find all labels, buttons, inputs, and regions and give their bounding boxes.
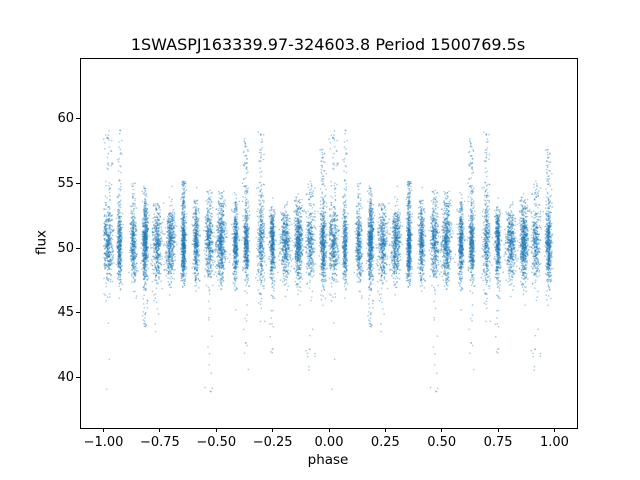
x-tick-mark (441, 428, 443, 432)
y-tick-mark (76, 118, 80, 120)
plot-area: −1.00 −0.75 −0.50 −0.25 0.00 0.25 0.50 0.75 1.00… (57, 58, 578, 450)
x-tick-mark (328, 428, 330, 432)
x-tick-label: 0.50 (427, 435, 457, 450)
x-tick-label: −0.75 (139, 435, 180, 450)
y-tick-label: 55 (57, 175, 74, 191)
x-tick-mark (553, 428, 555, 432)
x-tick-mark (497, 428, 499, 432)
x-tick-label: 0.75 (483, 435, 513, 450)
y-tick-mark (76, 247, 80, 249)
x-tick-mark (384, 428, 386, 432)
y-tick-label: 60 (57, 111, 74, 127)
x-tick-label: 1.00 (539, 435, 569, 450)
x-tick-label: −1.00 (83, 435, 124, 450)
y-tick-mark (76, 377, 80, 378)
x-tick-label: 0.25 (370, 435, 400, 450)
y-tick-label: 45 (57, 305, 74, 321)
y-tick-label: 50 (57, 240, 74, 256)
x-tick-mark (103, 428, 105, 432)
x-tick-mark (272, 428, 274, 432)
y-tick-label: 40 (57, 370, 74, 385)
y-tick-mark (76, 182, 80, 184)
x-tick-mark (215, 428, 217, 432)
x-tick-label: −0.25 (252, 435, 293, 450)
y-tick-mark (76, 312, 80, 314)
x-axis-label: phase (307, 452, 349, 468)
x-tick-label: 0.00 (314, 435, 344, 450)
x-tick-mark (159, 428, 161, 432)
x-tick-label: −0.50 (196, 435, 237, 450)
chart-title: 1SWASPJ163339.97-324603.8 Period 1500769… (130, 35, 526, 54)
scatter-points-canvas (81, 59, 577, 428)
